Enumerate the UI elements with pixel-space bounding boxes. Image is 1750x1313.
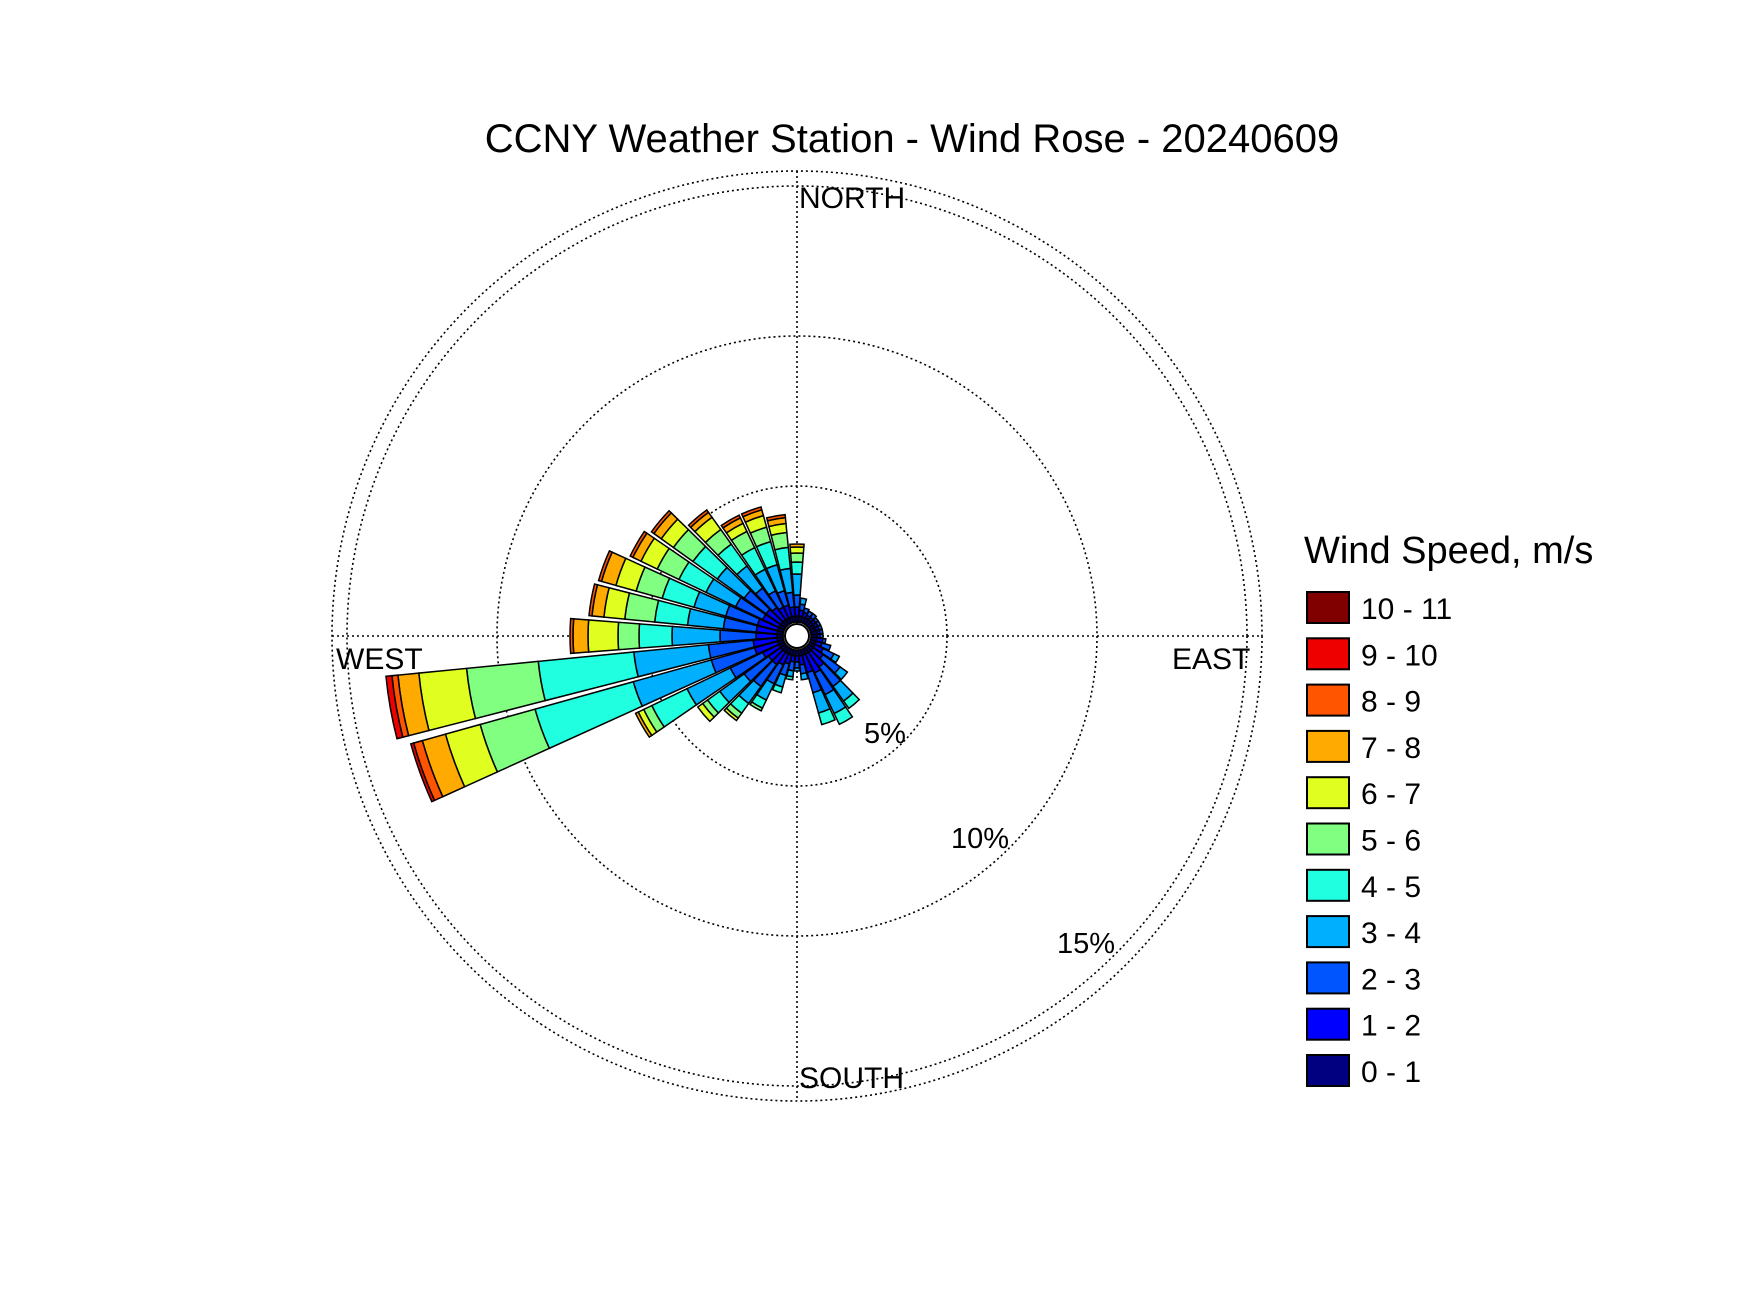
- legend-swatch-6: [1306, 868, 1350, 902]
- legend-swatch-7: [1306, 915, 1350, 949]
- sector-250-bin-9: [409, 742, 436, 803]
- sector-70-bin-2: [816, 624, 823, 631]
- sector-270-bin-6: [587, 619, 620, 653]
- wind-sectors: [385, 506, 861, 803]
- sector-350-bin-8: [765, 513, 787, 522]
- legend: 10 - 11 9 - 10 8 - 9 7 - 8 6 - 7 5 - 6 4 - 5 3 …: [1306, 591, 1452, 1089]
- sector-310-bin-8: [650, 509, 673, 535]
- direction-label-south: SOUTH: [799, 1062, 904, 1095]
- legend-label-9: 1 - 2: [1361, 1010, 1421, 1043]
- sector-0-bin-3: [791, 573, 803, 596]
- sector-320-bin-8: [687, 508, 710, 529]
- sector-280-bin-8: [588, 583, 599, 617]
- sector-300-bin-8: [629, 530, 648, 559]
- direction-label-west: WEST: [336, 643, 423, 676]
- sector-20-bin-2: [802, 607, 810, 615]
- legend-swatch-4: [1306, 776, 1350, 810]
- legend-swatch-8: [1306, 961, 1350, 995]
- sector-90-bin-2: [819, 633, 824, 639]
- sector-190-bin-4: [785, 674, 794, 681]
- sector-240-bin-7: [634, 711, 653, 739]
- legend-label-6: 4 - 5: [1361, 871, 1421, 904]
- legend-swatch-1: [1306, 637, 1350, 671]
- legend-swatch-3: [1306, 729, 1350, 763]
- ring-label-10: 10%: [951, 823, 1009, 855]
- sector-0-bin-7: [789, 543, 805, 549]
- chart-title: CCNY Weather Station - Wind Rose - 20240…: [485, 117, 1340, 161]
- sector-260-bin-9: [385, 674, 404, 740]
- sector-270-bin-8: [569, 617, 575, 655]
- sector-270-bin-7: [572, 618, 590, 654]
- sector-10-bin-3: [799, 597, 808, 606]
- sector-270-bin-5: [617, 621, 641, 651]
- polar-grid: [331, 170, 1263, 1102]
- direction-label-east: EAST: [1172, 643, 1250, 676]
- legend-swatch-0: [1306, 591, 1350, 624]
- sector-180-bin-3: [793, 667, 801, 672]
- legend-label-7: 3 - 4: [1361, 917, 1421, 950]
- sector-100-bin-2: [821, 637, 827, 645]
- sector-230-bin-6: [696, 702, 716, 723]
- legend-title: Wind Speed, m/s: [1304, 530, 1593, 572]
- sector-340-bin-8: [740, 506, 763, 518]
- sector-0-bin-4: [790, 561, 804, 575]
- sector-180-bin-2: [793, 661, 801, 669]
- sector-0-bin-2: [793, 594, 801, 608]
- ring-label-15: 15%: [1057, 928, 1115, 960]
- legend-label-3: 7 - 8: [1361, 732, 1421, 765]
- legend-label-1: 9 - 10: [1361, 639, 1438, 672]
- sector-220-bin-6: [723, 707, 740, 722]
- direction-label-north: NORTH: [799, 182, 905, 215]
- sector-140-bin-4: [842, 692, 861, 710]
- sector-40-bin-2: [809, 612, 818, 621]
- sector-120-bin-3: [829, 652, 841, 664]
- sector-210-bin-5: [749, 700, 764, 712]
- legend-label-4: 6 - 7: [1361, 778, 1421, 811]
- legend-swatch-2: [1306, 683, 1350, 717]
- sector-170-bin-3: [799, 671, 809, 681]
- legend-label-5: 5 - 6: [1361, 825, 1421, 858]
- sector-110-bin-2: [819, 642, 832, 652]
- sector-290-bin-8: [597, 549, 614, 583]
- legend-label-2: 8 - 9: [1361, 686, 1421, 719]
- legend-swatch-9: [1306, 1007, 1350, 1041]
- sector-280-bin-5: [624, 592, 660, 623]
- sector-0-bin-6: [789, 546, 805, 555]
- sector-130-bin-3: [833, 665, 849, 681]
- sector-270-bin-3: [671, 625, 722, 647]
- sector-160-bin-4: [817, 707, 836, 726]
- sector-200-bin-4: [771, 683, 784, 694]
- legend-swatch-10: [1306, 1054, 1350, 1087]
- legend-label-0: 10 - 11: [1361, 593, 1452, 626]
- sector-0-bin-5: [789, 552, 805, 564]
- sector-330-bin-8: [720, 514, 742, 529]
- legend-swatch-5: [1306, 822, 1350, 856]
- ring-label-5: 5%: [864, 718, 906, 750]
- legend-label-10: 0 - 1: [1361, 1056, 1421, 1089]
- sector-80-bin-2: [818, 628, 824, 635]
- sector-270-bin-4: [638, 623, 674, 649]
- sector-150-bin-4: [833, 705, 854, 726]
- center-hole: [784, 623, 810, 649]
- legend-label-8: 2 - 3: [1361, 963, 1421, 996]
